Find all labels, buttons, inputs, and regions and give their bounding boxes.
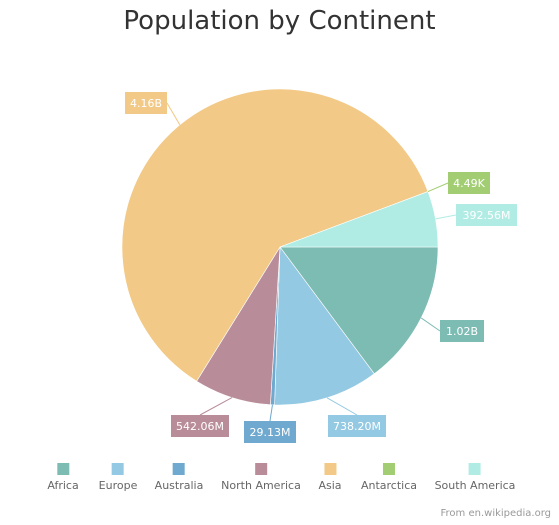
data-label-text: 4.16B (130, 97, 162, 110)
data-label-asia: 4.16B (125, 92, 167, 114)
legend-item-europe[interactable]: Europe (98, 463, 138, 492)
legend-item-south-america[interactable]: South America (434, 463, 516, 492)
legend-label: Africa (47, 479, 79, 492)
data-label-box (171, 415, 229, 437)
leader-line-north-america (199, 397, 233, 416)
legend-swatch (172, 463, 185, 475)
pie-slice-south-america[interactable] (279, 191, 439, 248)
data-label-box (244, 421, 296, 443)
legend-item-australia[interactable]: Australia (154, 463, 204, 492)
legend-label: Antarctica (360, 479, 418, 492)
chart-title: Population by Continent (123, 6, 436, 36)
leader-line-australia (269, 404, 273, 422)
legend-label: Australia (154, 479, 204, 492)
data-label-text: 29.13M (250, 426, 291, 439)
data-label-box (448, 172, 490, 194)
data-label-box (440, 320, 484, 342)
data-label-text: 738.20M (333, 420, 381, 433)
pie-slice-europe[interactable] (274, 246, 375, 406)
data-label-south-america: 392.56M (456, 204, 517, 226)
leader-line-asia (166, 102, 181, 126)
legend-swatch (469, 463, 481, 475)
legend-label: South America (434, 479, 516, 492)
legend-swatch (382, 463, 395, 475)
legend-swatch (254, 463, 267, 475)
data-label-north-america: 542.06M (171, 415, 229, 437)
data-label-text: 542.06M (176, 420, 224, 433)
data-label-box (125, 92, 167, 114)
legend-swatch (324, 463, 336, 475)
leader-line-europe (326, 397, 358, 416)
legend-item-north-america[interactable]: North America (221, 463, 301, 492)
leader-line-africa (420, 317, 441, 332)
data-label-africa: 1.02B (440, 320, 484, 342)
data-label-box (456, 204, 517, 226)
leader-line-south-america (435, 214, 457, 220)
data-label-europe: 738.20M (328, 415, 386, 437)
credit-text: From en.wikipedia.org (440, 508, 551, 519)
data-label-box (328, 415, 386, 437)
data-label-australia: 29.13M (244, 421, 296, 443)
legend-swatch (57, 463, 69, 475)
legend-item-antarctica[interactable]: Antarctica (361, 463, 417, 492)
data-label-antarctica: 4.49K (448, 172, 490, 194)
legend-label: Europe (98, 479, 138, 492)
data-label-text: 1.02B (446, 325, 478, 338)
legend-swatch (112, 463, 124, 475)
legend-label: North America (221, 479, 301, 492)
pie-slice-africa[interactable] (279, 246, 439, 375)
leader-line-antarctica (427, 182, 449, 193)
legend: Africa Europe Australia North America Asia An… (0, 463, 559, 503)
data-label-text: 392.56M (463, 209, 511, 222)
legend-item-africa[interactable]: Africa (47, 463, 79, 492)
legend-label: Asia (318, 479, 342, 492)
data-label-text: 4.49K (453, 177, 485, 190)
legend-item-asia[interactable]: Asia (318, 463, 342, 492)
